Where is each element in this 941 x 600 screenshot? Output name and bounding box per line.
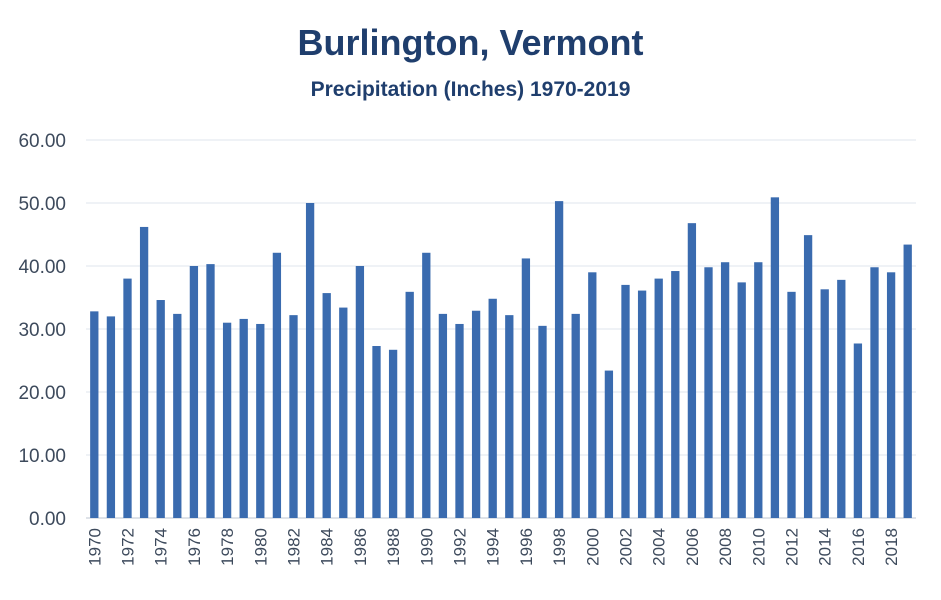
y-tick-label: 40.00 [18, 257, 66, 278]
bar-1994 [488, 298, 497, 518]
y-tick-label: 60.00 [18, 131, 66, 152]
bar-2003 [637, 290, 647, 518]
bar-2001 [604, 370, 614, 518]
bar-1979 [239, 318, 248, 518]
bar-1972 [123, 278, 132, 518]
x-tick-label: 2010 [749, 528, 768, 566]
x-tick-label: 1970 [85, 528, 104, 566]
bar-1982 [289, 315, 298, 518]
bar-1974 [156, 300, 165, 518]
x-tick-label: 2002 [617, 528, 636, 566]
bar-1992 [455, 323, 464, 518]
bar-2016 [853, 343, 863, 518]
bar-1977 [206, 264, 215, 518]
bar-2009 [737, 282, 746, 518]
chart-title: Burlington, Vermont [297, 22, 644, 63]
bar-1997 [538, 325, 547, 518]
bar-1978 [222, 322, 232, 518]
bar-2005 [671, 271, 680, 518]
x-tick-label: 1982 [285, 528, 304, 566]
x-tick-label: 1988 [384, 528, 403, 566]
bar-1989 [405, 291, 414, 518]
x-tick-label: 1978 [218, 528, 237, 566]
x-tick-label: 1994 [484, 528, 503, 566]
x-tick-label: 2004 [650, 528, 669, 566]
bar-1970 [90, 311, 99, 518]
x-tick-label: 2008 [716, 528, 735, 566]
bar-1990 [422, 252, 431, 518]
bar-2006 [687, 223, 697, 518]
x-tick-label: 1986 [351, 528, 370, 566]
bar-1998 [554, 201, 564, 519]
x-tick-label: 1976 [185, 528, 204, 566]
bar-1980 [256, 323, 265, 518]
x-tick-label: 1972 [119, 528, 138, 566]
bar-2010 [754, 262, 763, 518]
bar-1976 [189, 266, 199, 518]
x-tick-label: 2018 [882, 528, 901, 566]
bar-1999 [571, 313, 580, 518]
bar-1975 [173, 313, 182, 518]
bar-1987 [372, 346, 381, 518]
x-tick-label: 1990 [417, 528, 436, 566]
x-tick-label: 1992 [451, 528, 470, 566]
bar-2004 [654, 278, 663, 518]
bar-1981 [272, 252, 282, 518]
x-tick-label: 2012 [783, 528, 802, 566]
bar-2007 [704, 267, 713, 518]
x-tick-label: 1996 [517, 528, 536, 566]
bar-2018 [886, 272, 896, 518]
bar-2017 [870, 267, 879, 518]
bar-1991 [438, 313, 448, 518]
x-tick-label: 2000 [583, 528, 602, 566]
bar-2014 [820, 289, 829, 518]
bar-2013 [803, 235, 813, 518]
y-tick-label: 30.00 [18, 320, 66, 341]
y-tick-label: 10.00 [18, 446, 66, 467]
x-tick-label: 1980 [251, 528, 270, 566]
bar-1995 [505, 315, 514, 518]
bar-1971 [106, 316, 116, 518]
bar-1986 [355, 266, 365, 518]
bar-2012 [787, 291, 796, 518]
bar-2002 [621, 284, 630, 518]
bar-1996 [521, 258, 531, 518]
x-tick-label: 2016 [849, 528, 868, 566]
bar-2008 [720, 262, 730, 518]
y-tick-label: 50.00 [18, 194, 66, 215]
x-tick-label: 2014 [816, 528, 835, 566]
bar-2000 [588, 272, 597, 518]
bar-1973 [139, 226, 149, 518]
y-tick-label: 20.00 [18, 383, 66, 404]
bar-1985 [339, 307, 348, 518]
y-tick-label: 0.00 [29, 509, 66, 530]
x-tick-label: 1974 [152, 528, 171, 566]
x-tick-label: 1998 [550, 528, 569, 566]
bar-2015 [837, 279, 846, 518]
x-tick-label: 2006 [683, 528, 702, 566]
bar-1988 [388, 349, 398, 518]
x-tick-label: 1984 [318, 528, 337, 566]
bar-1993 [471, 310, 481, 518]
bar-1983 [305, 203, 315, 518]
chart-subtitle: Precipitation (Inches) 1970-2019 [310, 78, 631, 101]
bar-1984 [322, 293, 331, 518]
bar-2011 [770, 197, 780, 518]
bar-2019 [903, 244, 912, 518]
